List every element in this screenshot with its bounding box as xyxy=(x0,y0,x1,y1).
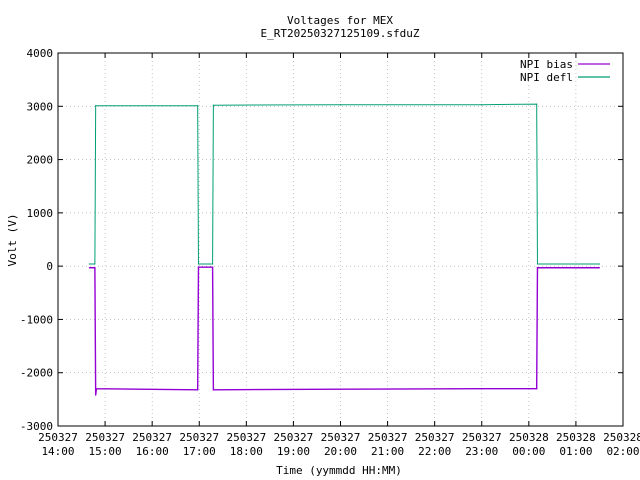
x-tick-date-label: 250327 xyxy=(274,431,314,444)
chart-subtitle: E_RT20250327125109.sfduZ xyxy=(261,27,420,40)
x-tick-date-label: 250328 xyxy=(556,431,596,444)
x-tick-date-label: 250327 xyxy=(368,431,408,444)
data-point-npi-bias xyxy=(212,389,214,391)
y-axis-label: Volt (V) xyxy=(6,214,19,267)
data-point-npi-defl xyxy=(481,104,483,106)
data-point-npi-bias xyxy=(481,388,483,390)
series-npi-bias xyxy=(88,266,601,396)
x-tick-date-label: 250328 xyxy=(603,431,640,444)
x-tick-date-label: 250327 xyxy=(321,431,361,444)
y-tick-label: 0 xyxy=(46,260,53,273)
x-axis-label: Time (yymmdd HH:MM) xyxy=(276,464,402,477)
x-tick-time-label: 21:00 xyxy=(371,445,404,458)
data-point-npi-defl xyxy=(339,104,342,106)
series-npi-defl xyxy=(88,103,601,265)
y-tick-label: -1000 xyxy=(20,313,53,326)
data-point-npi-defl xyxy=(536,263,539,265)
data-point-npi-bias xyxy=(197,266,200,268)
y-tick-label: 3000 xyxy=(27,100,54,113)
x-tick-time-label: 14:00 xyxy=(41,445,74,458)
data-point-npi-bias xyxy=(95,388,98,390)
legend-label-npi-bias: NPI bias xyxy=(520,58,573,71)
legend: NPI bias NPI defl xyxy=(520,58,610,84)
x-axis: 25032714:0025032715:0025032716:002503271… xyxy=(38,53,640,458)
x-tick-date-label: 250327 xyxy=(415,431,455,444)
y-tick-label: 1000 xyxy=(27,207,54,220)
x-tick-time-label: 16:00 xyxy=(136,445,169,458)
data-point-npi-defl xyxy=(211,263,214,265)
y-tick-label: 2000 xyxy=(27,154,54,167)
x-tick-time-label: 22:00 xyxy=(418,445,451,458)
data-point-npi-defl xyxy=(536,103,538,105)
data-point-npi-bias xyxy=(95,394,97,396)
data-point-npi-bias xyxy=(88,267,90,269)
data-point-npi-defl xyxy=(88,263,90,265)
series-layer xyxy=(88,103,601,396)
x-tick-time-label: 01:00 xyxy=(559,445,592,458)
series-line-npi-defl xyxy=(89,103,600,265)
x-tick-time-label: 00:00 xyxy=(512,445,545,458)
plot-border xyxy=(57,52,624,427)
y-tick-label: 4000 xyxy=(27,47,54,60)
y-tick-label: -3000 xyxy=(20,420,53,433)
x-tick-date-label: 250327 xyxy=(38,431,78,444)
data-point-npi-bias xyxy=(94,267,96,269)
data-point-npi-defl xyxy=(94,263,96,265)
data-point-npi-bias xyxy=(536,267,539,269)
x-tick-time-label: 17:00 xyxy=(183,445,216,458)
grid xyxy=(57,52,624,427)
chart-title: Voltages for MEX xyxy=(287,14,393,27)
x-tick-time-label: 18:00 xyxy=(230,445,263,458)
data-point-npi-bias xyxy=(197,389,199,391)
x-tick-date-label: 250328 xyxy=(509,431,549,444)
x-tick-time-label: 23:00 xyxy=(465,445,498,458)
data-point-npi-bias xyxy=(536,388,538,390)
data-point-npi-defl xyxy=(95,105,97,107)
data-point-npi-defl xyxy=(598,263,601,265)
y-axis: 4000 3000 2000 1000 0 -1000 -2000 -3000 xyxy=(20,47,623,433)
x-tick-time-label: 15:00 xyxy=(89,445,122,458)
data-point-npi-bias xyxy=(211,266,214,268)
x-tick-time-label: 20:00 xyxy=(324,445,357,458)
data-point-npi-bias xyxy=(339,388,342,390)
x-tick-date-label: 250327 xyxy=(85,431,125,444)
x-tick-date-label: 250327 xyxy=(226,431,266,444)
data-point-npi-bias xyxy=(598,267,601,269)
y-tick-label: -2000 xyxy=(20,367,53,380)
x-tick-time-label: 19:00 xyxy=(277,445,310,458)
x-tick-date-label: 250327 xyxy=(132,431,172,444)
x-tick-time-label: 02:00 xyxy=(606,445,639,458)
series-line-npi-bias xyxy=(89,266,600,396)
x-tick-date-label: 250327 xyxy=(179,431,219,444)
legend-label-npi-defl: NPI defl xyxy=(520,71,573,84)
data-point-npi-defl xyxy=(197,105,199,107)
data-point-npi-defl xyxy=(197,263,200,265)
x-tick-date-label: 250327 xyxy=(462,431,502,444)
data-point-npi-defl xyxy=(212,104,214,106)
